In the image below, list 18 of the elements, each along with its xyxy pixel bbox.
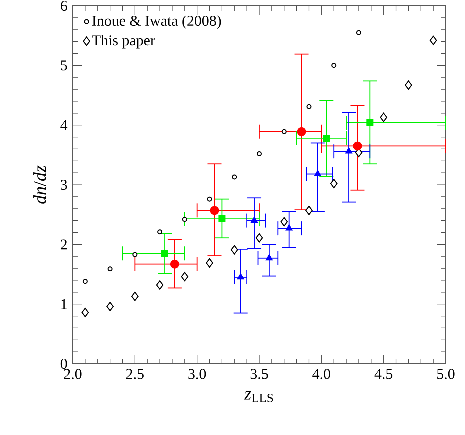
y-tick-label: 6 <box>60 0 68 12</box>
y-tick-label: 4 <box>60 120 68 130</box>
x-tick-label: 3.5 <box>250 369 268 380</box>
x-tick-label: 5.0 <box>438 369 455 380</box>
x-tick-label: 2.0 <box>64 369 82 380</box>
y-tick-label: 1 <box>62 299 67 310</box>
x-tick-label: 2.5 <box>126 369 144 380</box>
y-tick-label: 2 <box>61 240 67 250</box>
y-tick-label: 0 <box>60 358 68 370</box>
y-tick-label: 5 <box>61 60 68 71</box>
x-tick-label: 3.0 <box>188 369 206 380</box>
x-tick-label: 4.5 <box>374 369 393 380</box>
legend-label: This paper <box>92 35 156 49</box>
y-axis-title: dn/dz <box>34 166 46 204</box>
y-tick-label: 3 <box>61 180 68 190</box>
x-axis-title: z$_{LLS}$ <box>244 391 274 402</box>
legend-label: Inoue & Iwata (2008) <box>92 16 222 30</box>
x-tick-label: 4.0 <box>312 369 330 380</box>
